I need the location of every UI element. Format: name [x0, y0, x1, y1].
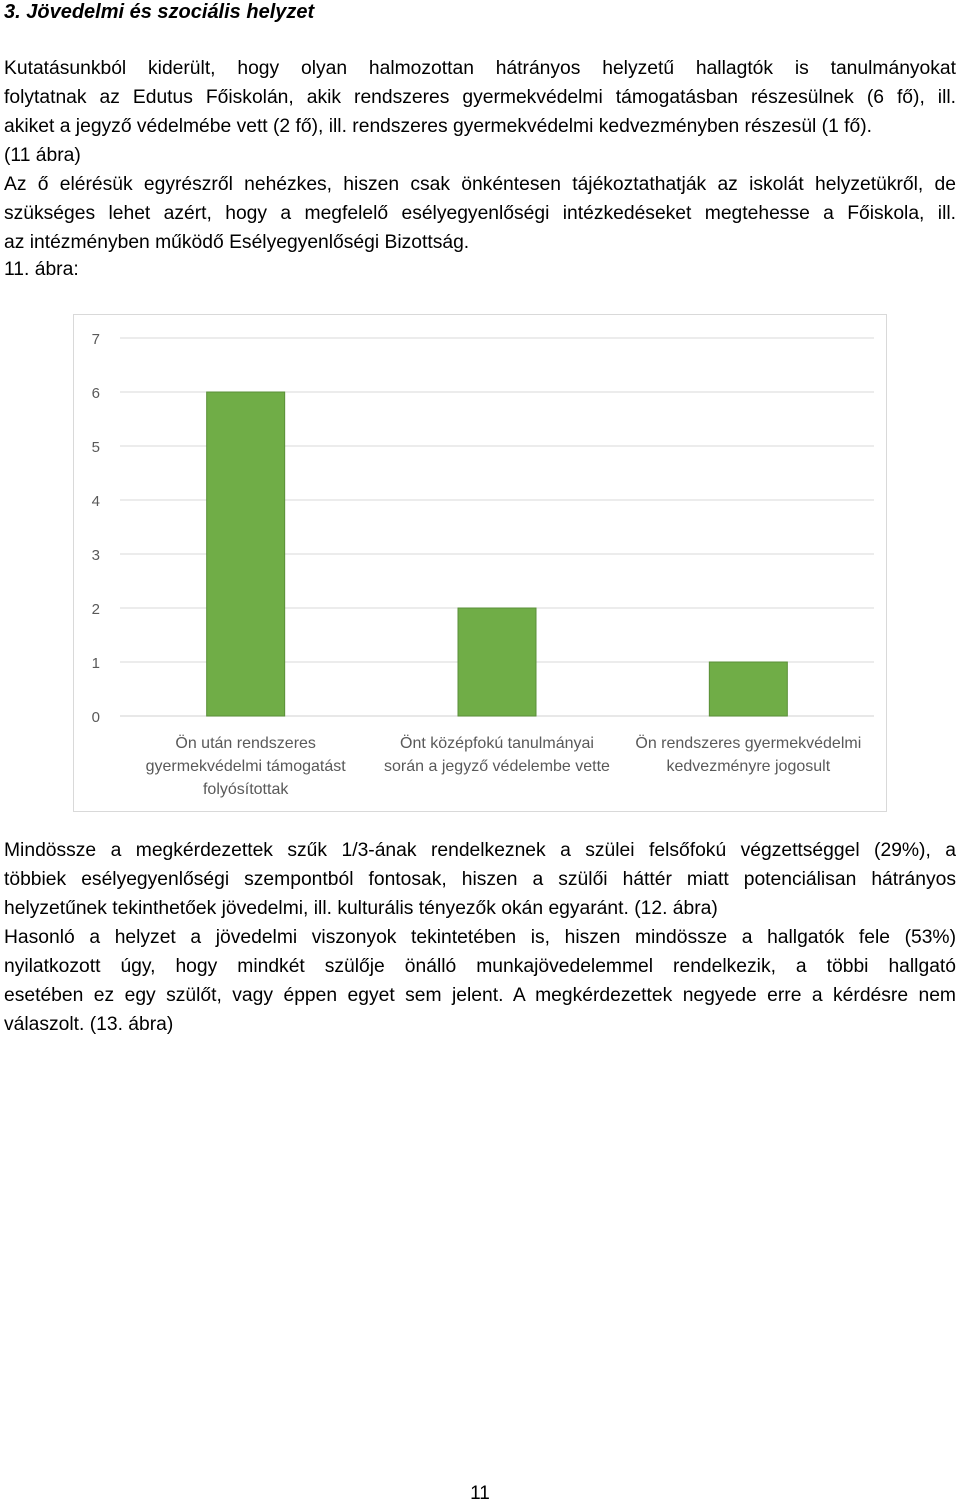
text-line: Az ő elérésük egyrészről nehézkes, hisze…	[4, 174, 956, 195]
x-category-label-line: gyermekvédelmi támogatást	[146, 758, 347, 775]
text-line: (11 ábra)	[4, 145, 81, 166]
x-category-label-line: során a jegyző védelembe vette	[384, 758, 610, 775]
bar-chart-svg: 0 1 2 3 4 5 6 7 Ön után rendszeres gyermekvédelmi…	[92, 331, 874, 798]
text-line: Hasonló a helyzet a jövedelmi viszonyok …	[4, 927, 956, 948]
bar	[457, 607, 537, 717]
bar-chart: 0 1 2 3 4 5 6 7 Ön után rendszeres gyermekvédelmi…	[73, 314, 887, 812]
text-line: Mindössze a megkérdezettek szűk 1/3-ának…	[4, 840, 956, 861]
text-line: válaszolt. (13. ábra)	[4, 1014, 174, 1035]
text-line: többiek esélyegyenlőségi szempontból fon…	[4, 869, 956, 890]
y-tick-label: 6	[92, 385, 100, 402]
text-line: nyilatkozott úgy, hogy mindkét szülője ö…	[4, 956, 956, 977]
text-line: szükséges lehet azért, hogy a megfelelő …	[4, 203, 956, 224]
y-tick-label: 1	[92, 655, 100, 672]
text-line: az intézményben működő Esélyegyenlőségi …	[4, 232, 470, 253]
bar	[708, 661, 788, 717]
text-line: folytatnak az Edutus Főiskolán, akik ren…	[4, 87, 956, 108]
x-category-label-line: kedvezményre jogosult	[667, 758, 831, 775]
x-category-label: Önt középfokú tanulmányai során a jegyző …	[384, 734, 610, 775]
y-tick-label: 4	[92, 493, 100, 510]
x-category-label: Ön után rendszeres gyermekvédelmi támogat…	[146, 734, 347, 798]
y-tick-label: 2	[92, 601, 100, 618]
bar	[206, 391, 286, 717]
x-category-label-line: Önt középfokú tanulmányai	[400, 734, 594, 752]
body-paragraph: Mindössze a megkérdezettek szűk 1/3-ának…	[4, 836, 956, 1039]
y-tick-label: 3	[92, 547, 100, 564]
y-tick-label: 0	[92, 709, 100, 726]
x-category-label-line: Ön után rendszeres	[175, 734, 316, 752]
y-tick-label: 5	[92, 439, 100, 456]
x-category-label-line: Ön rendszeres gyermekvédelmi	[635, 734, 861, 752]
x-category-label-line: folyósítottak	[203, 781, 289, 798]
figure-caption: 11. ábra:	[4, 259, 79, 280]
text-line: Kutatásunkból kiderült, hogy olyan halmo…	[4, 58, 956, 79]
page-number: 11	[470, 1483, 490, 1504]
text-line: akiket a jegyző védelmébe vett (2 fő), i…	[4, 116, 873, 137]
text-line: helyzetűnek tekinthetőek jövedelmi, ill.…	[4, 898, 718, 919]
text-line: esetében ez egy szülőt, vagy éppen egyet…	[4, 985, 956, 1006]
x-category-label: Ön rendszeres gyermekvédelmi kedvezményre…	[635, 734, 861, 775]
section-heading: 3. Jövedelmi és szociális helyzet	[4, 1, 315, 23]
y-tick-label: 7	[92, 331, 100, 348]
intro-paragraph: Kutatásunkból kiderült, hogy olyan halmo…	[4, 54, 956, 257]
